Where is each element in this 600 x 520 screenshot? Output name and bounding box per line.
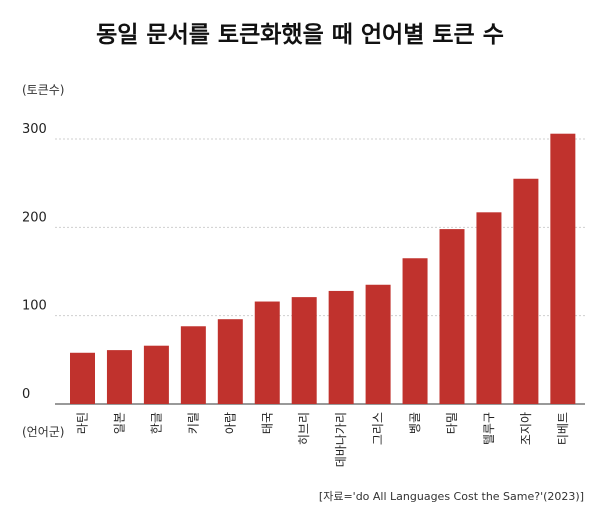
x-tick-label: 한글 [149, 412, 163, 434]
x-tick-label: 일본 [112, 412, 126, 434]
x-tick-labels: 라틴 일본 한글 키릴 아랍 태국 히브리 데바나가리 그리스 벵골 타밀 텔루구 조지아 티베트 [76, 412, 570, 467]
x-tick-label: 조지아 [519, 412, 533, 445]
source-note: [자료='do All Languages Cost the Same?'(20… [319, 490, 584, 503]
bar [217, 319, 243, 404]
y-tick-labels: 0 100 200 300 [22, 122, 47, 402]
x-tick-label: 타밀 [445, 412, 459, 434]
x-tick-label: 히브리 [297, 412, 311, 445]
bar [291, 297, 317, 404]
x-tick-label: 텔루구 [482, 412, 496, 445]
y-tick-label: 100 [22, 299, 47, 314]
bar [254, 301, 280, 404]
bar [550, 133, 576, 404]
x-tick-label: 티베트 [556, 412, 570, 445]
x-tick-label: 데바나가리 [334, 412, 348, 467]
chart-title: 동일 문서를 토큰화했을 때 언어별 토큰 수 [96, 22, 504, 48]
y-axis-label: (토큰수) [22, 83, 64, 97]
x-tick-label: 태국 [260, 412, 274, 434]
y-tick-label: 0 [22, 387, 30, 402]
x-tick-label: 그리스 [371, 412, 385, 445]
bar [106, 350, 132, 404]
y-tick-label: 200 [22, 210, 47, 225]
bar [143, 345, 169, 404]
y-tick-label: 300 [22, 122, 47, 137]
bar [70, 352, 95, 404]
bar [402, 258, 428, 404]
x-tick-label: 벵골 [408, 412, 422, 434]
bar [439, 229, 465, 404]
bar [365, 284, 391, 404]
bars [70, 133, 576, 404]
x-axis-label: (언어군) [22, 425, 64, 439]
bar [328, 290, 354, 404]
bar [476, 212, 502, 404]
x-tick-label: 라틴 [76, 412, 90, 434]
x-tick-label: 키릴 [186, 412, 200, 434]
bar [513, 178, 539, 404]
bar [180, 326, 206, 404]
grid-lines [55, 138, 585, 317]
x-tick-label: 아랍 [223, 412, 237, 434]
